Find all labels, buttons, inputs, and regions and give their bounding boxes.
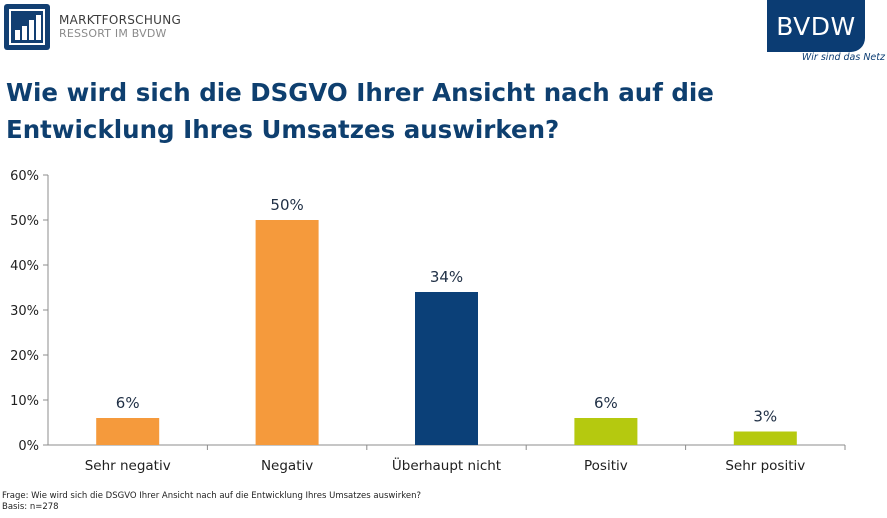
bar [733, 431, 797, 445]
category-label: Sehr negativ [85, 458, 171, 474]
y-tick-label: 30% [10, 304, 39, 319]
bvdw-logo: BVDW Wir sind das Netz [767, 0, 887, 64]
category-label: Sehr positiv [725, 458, 805, 474]
bvdw-brand: BVDW [767, 0, 865, 52]
chart-footer: Frage: Wie wird sich die DSGVO Ihrer Ans… [2, 491, 421, 513]
y-tick-label: 20% [10, 349, 39, 364]
footer-basis: Basis: n=278 [2, 502, 59, 512]
category-label: Negativ [261, 458, 313, 474]
logo-line-1: MARKTFORSCHUNG [59, 13, 182, 27]
footer-question: Frage: Wie wird sich die DSGVO Ihrer Ans… [2, 491, 421, 501]
y-tick-label: 60% [10, 169, 39, 184]
y-tick-label: 50% [10, 214, 39, 229]
data-label: 50% [270, 196, 303, 214]
bar-chart: 0% 10% 20% 30% 40% 50% 60% 6% Sehr negativ 50% Neg… [10, 169, 846, 474]
category-label: Positiv [584, 458, 628, 474]
bar [574, 418, 638, 445]
category-label: Überhaupt nicht [392, 456, 501, 474]
bar [96, 418, 160, 445]
bar [415, 292, 478, 445]
marktforschung-logo: MARKTFORSCHUNG RESSORT IM BVDW [4, 4, 181, 50]
bvdw-tagline: Wir sind das Netz [801, 52, 885, 63]
y-tick-label: 0% [18, 439, 39, 454]
page-title: Wie wird sich die DSGVO Ihrer Ansicht na… [6, 78, 714, 144]
bar [255, 220, 319, 445]
data-label: 6% [116, 394, 140, 412]
y-tick-label: 10% [10, 394, 39, 409]
y-tick-label: 40% [10, 259, 39, 274]
data-label: 34% [430, 268, 463, 286]
logo-line-2: RESSORT IM BVDW [59, 27, 167, 40]
bar-chart-logo-icon [4, 4, 50, 50]
data-label: 6% [594, 394, 618, 412]
data-label: 3% [753, 408, 777, 426]
